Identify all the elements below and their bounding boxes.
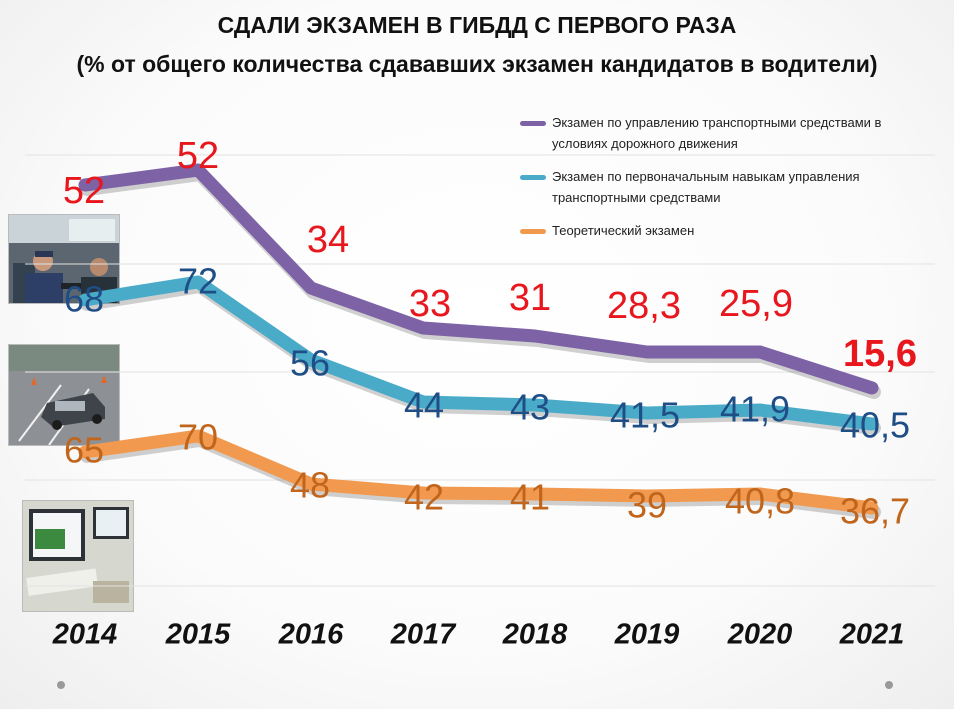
data-label: 42 <box>404 477 444 518</box>
data-label: 41 <box>510 477 550 518</box>
data-label: 41,9 <box>720 389 790 430</box>
page-subtitle: (% от общего количества сдававших экзаме… <box>76 51 878 77</box>
x-tick-label: 2021 <box>839 619 905 651</box>
data-label: 72 <box>178 261 218 302</box>
data-label: 15,6 <box>843 333 917 375</box>
legend-item-theory: Теоретический экзамен <box>520 220 940 241</box>
x-tick-label: 2018 <box>502 619 568 651</box>
data-label: 44 <box>404 385 444 426</box>
data-label: 68 <box>64 279 104 320</box>
legend-swatch-purple <box>520 121 546 126</box>
data-label: 41,5 <box>610 395 680 436</box>
data-label: 28,3 <box>607 285 681 327</box>
blue-series-line <box>78 275 879 431</box>
data-label: 40,8 <box>725 481 795 522</box>
car-instructor-photo <box>8 214 120 304</box>
legend-item-skills: Экзамен по первоначальным навыкам управл… <box>520 166 940 208</box>
page-title: СДАЛИ ЭКЗАМЕН В ГИБДД С ПЕРВОГО РАЗА <box>217 12 737 38</box>
legend-label-driving: Экзамен по управлению транспортными сред… <box>552 115 882 151</box>
x-tick-label: 2017 <box>390 619 457 651</box>
legend-swatch-blue <box>520 175 546 180</box>
data-label: 56 <box>290 343 330 384</box>
data-label: 52 <box>63 170 105 212</box>
legend-item-driving: Экзамен по управлению транспортными сред… <box>520 112 940 154</box>
legend-swatch-orange <box>520 229 546 234</box>
data-label: 36,7 <box>840 491 910 532</box>
purple-series-line <box>78 163 879 395</box>
data-label: 43 <box>510 387 550 428</box>
data-label: 25,9 <box>719 283 793 325</box>
data-label: 65 <box>64 430 104 471</box>
x-tick-label: 2014 <box>52 619 118 651</box>
orange-series-line <box>78 429 879 515</box>
slide-dot-left <box>57 681 65 689</box>
data-label: 34 <box>307 219 349 261</box>
chart-legend: Экзамен по управлению транспортными сред… <box>520 112 940 253</box>
data-label: 40,5 <box>840 405 910 446</box>
computer-exam-photo <box>22 500 134 612</box>
x-tick-label: 2020 <box>727 619 793 651</box>
legend-label-theory: Теоретический экзамен <box>552 223 695 238</box>
slide-dot-right <box>885 681 893 689</box>
x-tick-label: 2019 <box>614 619 680 651</box>
x-tick-label: 2015 <box>165 619 231 651</box>
training-ground-photo <box>8 344 120 446</box>
data-label: 33 <box>409 283 451 325</box>
data-label: 48 <box>290 465 330 506</box>
data-label: 52 <box>177 135 219 177</box>
x-tick-label: 2016 <box>278 619 344 651</box>
data-label: 70 <box>178 417 218 458</box>
legend-label-skills: Экзамен по первоначальным навыкам управл… <box>552 169 860 205</box>
data-label: 39 <box>627 485 667 526</box>
data-label: 31 <box>509 277 551 319</box>
